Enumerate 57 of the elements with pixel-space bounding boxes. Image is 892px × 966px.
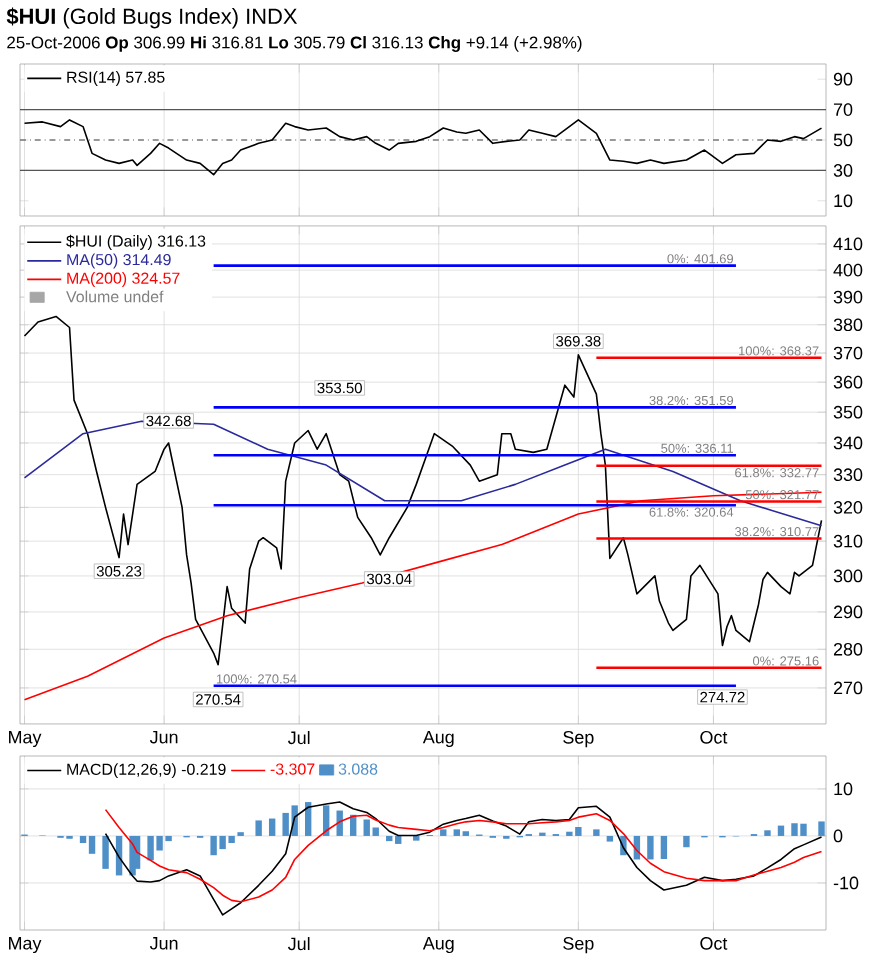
- x-tick-label: Sep: [563, 730, 594, 748]
- y-tick-label: 300: [833, 569, 863, 583]
- y-tick-label: 270: [833, 681, 863, 695]
- bar: [440, 829, 447, 836]
- bar: [372, 827, 379, 836]
- x-tick-label: Oct: [700, 730, 728, 744]
- y-tick-label: -10: [833, 876, 859, 890]
- x-tick-label: May: [9, 937, 42, 954]
- x-tick-label: Aug: [422, 730, 454, 748]
- y-tick-label: 320: [833, 501, 863, 514]
- x-tick-label: Oct: [700, 937, 728, 950]
- y-tick-label: 400: [833, 263, 863, 277]
- line-series: [23, 119, 823, 176]
- y-tick-label: 350: [833, 405, 863, 419]
- bar: [102, 835, 109, 869]
- y-tick-label: 310: [833, 534, 863, 548]
- y-tick-label: 380: [833, 318, 863, 332]
- line-series: [23, 491, 823, 701]
- x-tick-label: Jul: [288, 937, 310, 951]
- y-tick-label: 410: [833, 237, 863, 251]
- chart-title: $HUI (Gold Bugs Index) INDX: [6, 7, 298, 29]
- text: 25-Oct-2006 Op 306.99 Hi 316.81 Lo 305.79 Cl 316.13 Chg +9.14 (+2.98%): [7, 36, 582, 52]
- x-tick-label: Jun: [149, 730, 178, 744]
- y-tick-label: 30: [833, 164, 853, 177]
- x-tick-label: Jul: [288, 730, 310, 745]
- y-tick-label: 90: [833, 72, 853, 86]
- bar: [777, 825, 785, 836]
- y-tick-label: 290: [833, 605, 863, 619]
- bar: [606, 835, 614, 842]
- x-tick-label: May: [9, 730, 42, 748]
- y-tick-label: 50: [833, 133, 853, 147]
- y-tick-label: 390: [833, 290, 863, 304]
- x-tick-label: Sep: [563, 937, 594, 954]
- bar: [88, 835, 96, 854]
- bar: [593, 829, 600, 836]
- y-tick-label: 0: [833, 829, 843, 843]
- x-tick-label: Aug: [422, 937, 454, 954]
- bar: [818, 821, 825, 836]
- y-tick-label: 10: [834, 194, 853, 208]
- line-series: [23, 315, 823, 666]
- bar: [268, 818, 276, 836]
- y-tick-label: 340: [833, 436, 863, 450]
- y-tick-label: 70: [833, 103, 853, 116]
- y-tick-label: 280: [833, 642, 863, 656]
- line-series: [104, 801, 823, 916]
- bar: [255, 820, 262, 836]
- bar: [413, 835, 420, 841]
- y-tick-label: 10: [834, 782, 853, 796]
- x-tick-label: Jun: [149, 937, 178, 950]
- bar: [660, 835, 668, 859]
- y-tick-label: 360: [833, 375, 863, 389]
- y-tick-label: 330: [833, 468, 863, 482]
- y-tick-label: 370: [833, 346, 863, 360]
- bar: [764, 830, 771, 836]
- bar: [647, 835, 654, 860]
- bar: [683, 835, 690, 848]
- bar: [386, 835, 393, 842]
